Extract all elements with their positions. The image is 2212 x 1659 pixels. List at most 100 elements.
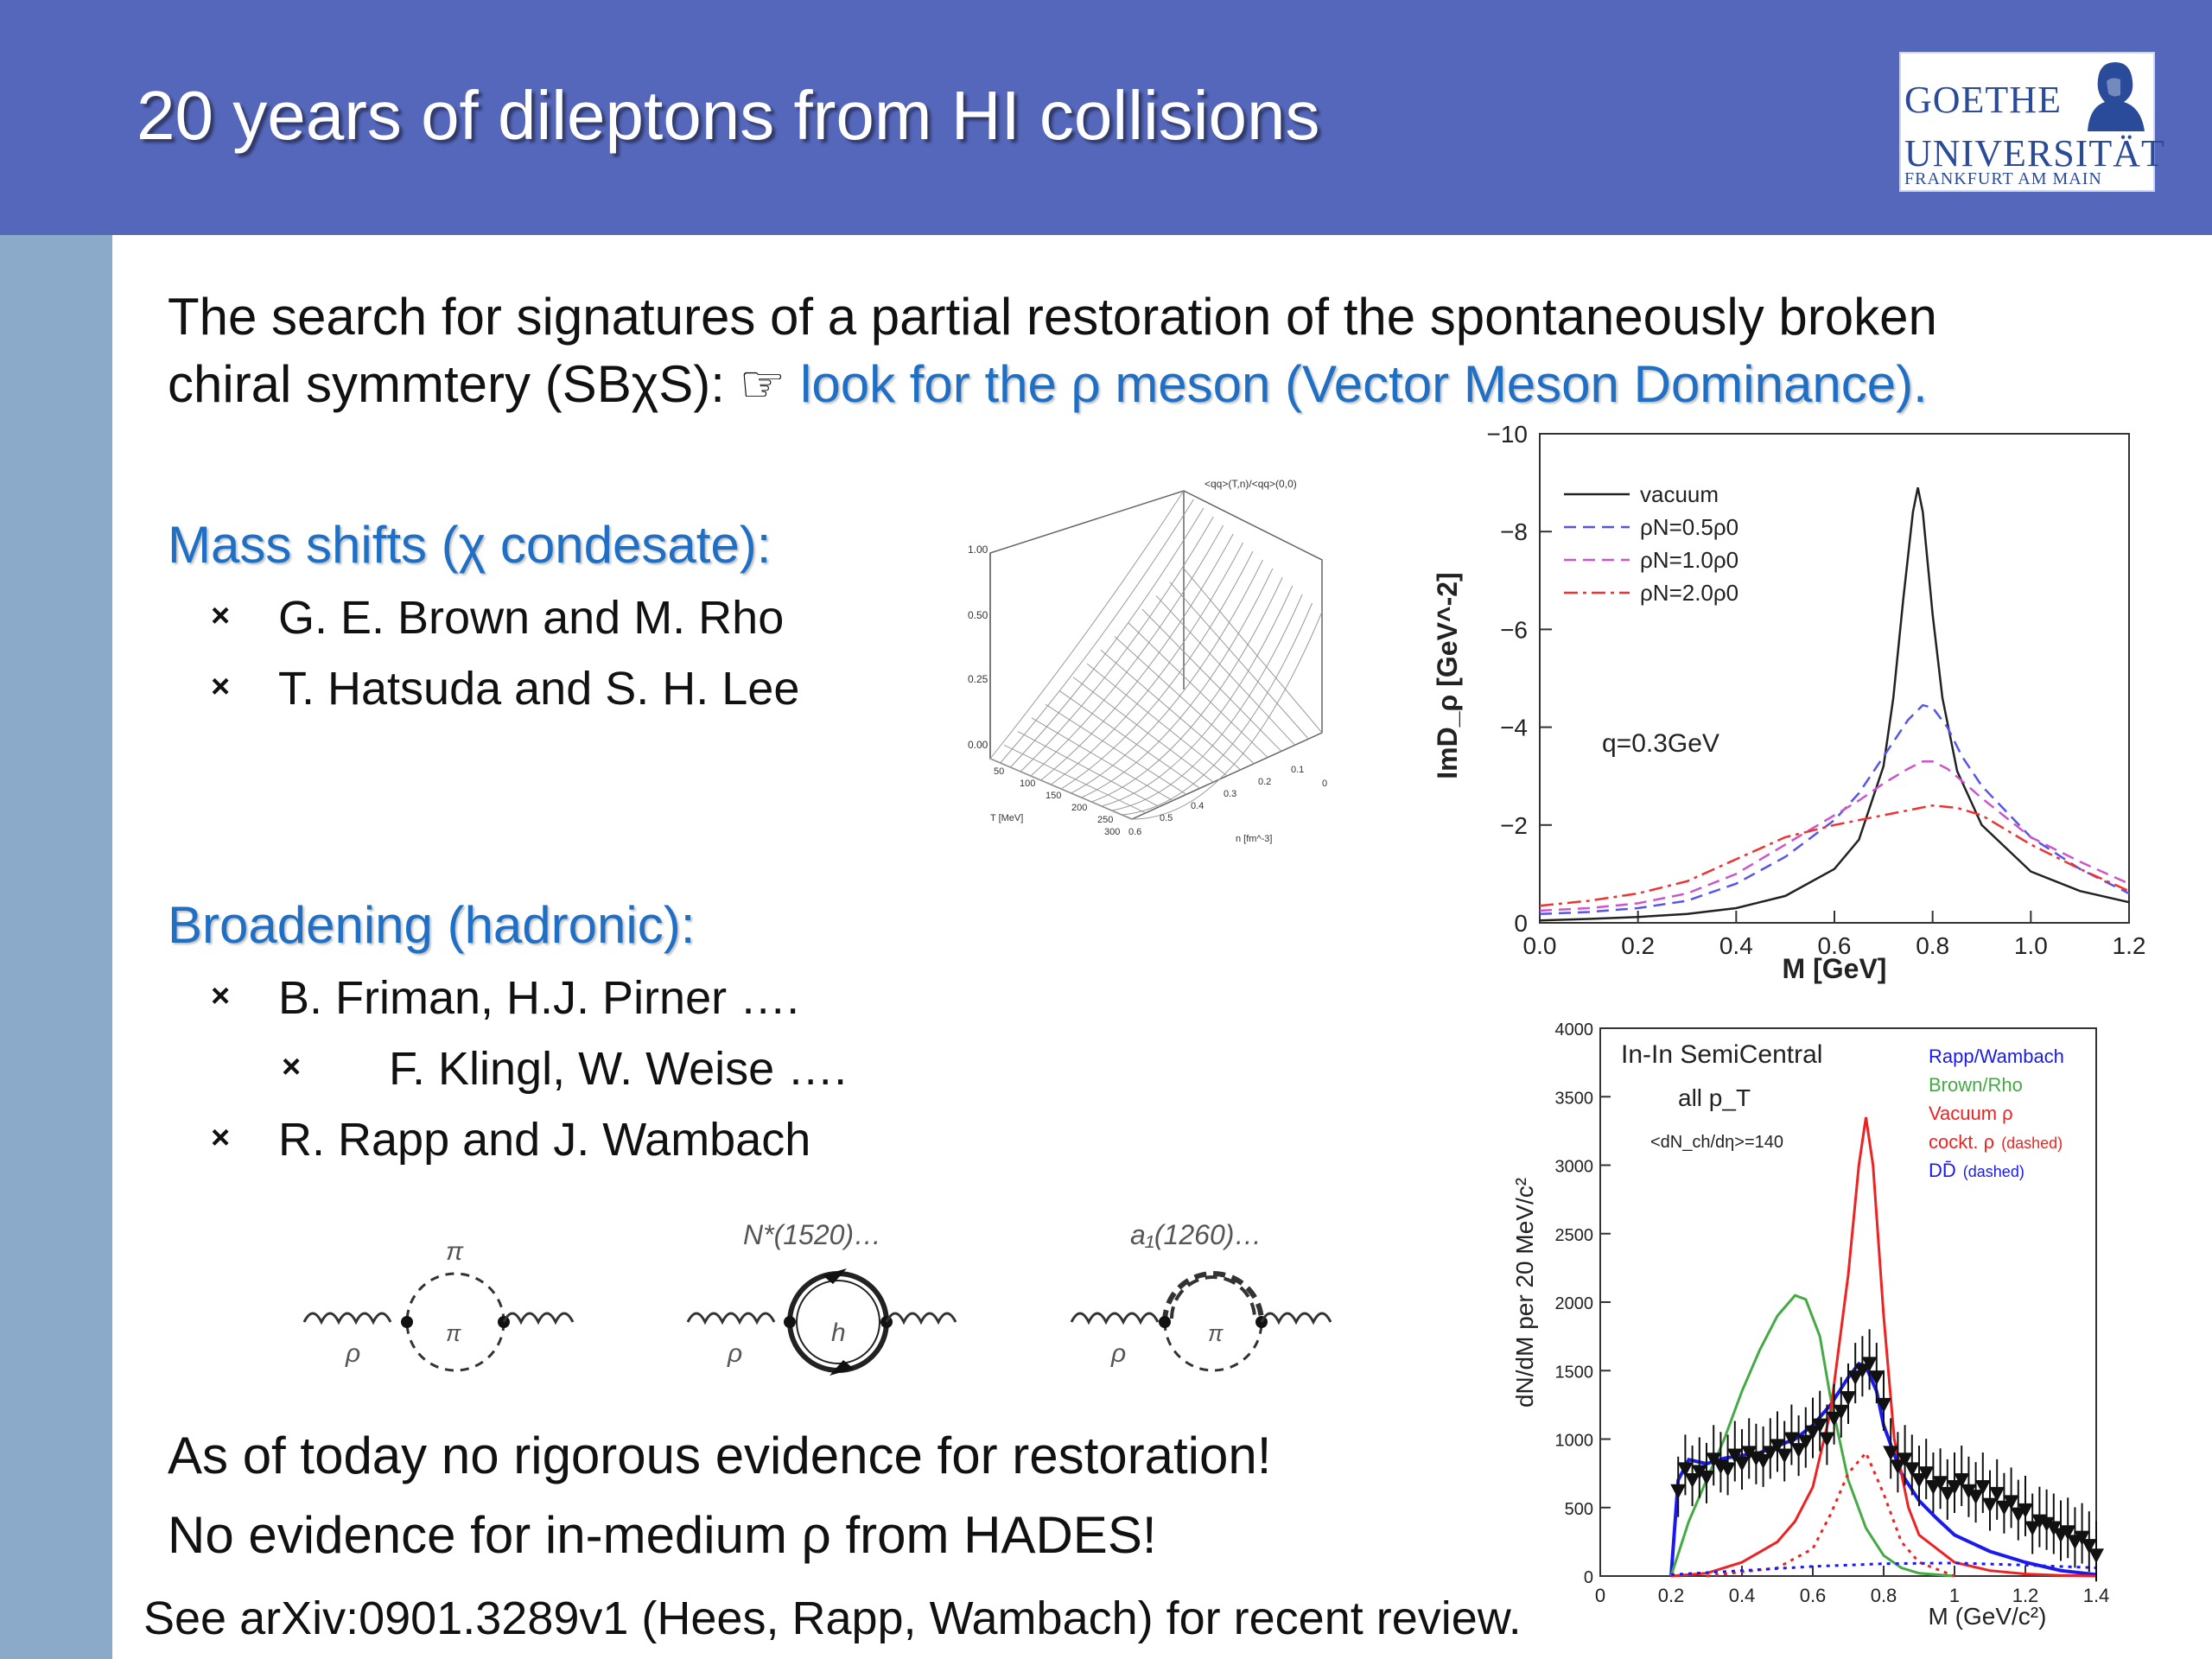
series-line [1670,1561,2097,1576]
data-point [2074,1530,2090,1546]
logo-line-3: FRANKFURT AM MAIN [1904,169,2102,188]
n-star-label: N*(1520)… [743,1219,881,1250]
y-tick-label: 2500 [1555,1226,1594,1245]
series-line [1706,1450,1955,1578]
bullet-icon: × [211,669,231,705]
imd-rho-chart: 0.0 0.2 0.4 0.6 0.8 1.0 1.2 0 −2 −4 −6 −8 −10 vacuum… [1432,421,2145,984]
data-point [1947,1479,1962,1495]
y-axis-label: dN/dM per 20 MeV/c² [1511,1178,1538,1408]
conclusion-1: As of today no rigorous evidence for res… [168,1427,1272,1484]
y-tick-label: 3000 [1555,1158,1594,1177]
data-point [1854,1363,1871,1379]
data-point [1691,1465,1707,1480]
logo-line-1: GOETHE [1904,79,2062,121]
n-axis-label: n [fm^-3] [1236,834,1272,844]
y-tick-label: −10 [1487,421,1529,448]
gluon-line [885,1312,957,1325]
x-tick-label: 0.8 [1871,1585,1897,1606]
y-tick-label: 3500 [1555,1089,1594,1108]
z-tick: 0.00 [968,739,988,751]
intro-highlight: look for the ρ meson (Vector Meson Domin… [800,355,1928,413]
data-point [1897,1452,1913,1468]
data-point [1684,1473,1700,1489]
n-tick: 0 [1322,779,1327,789]
t-tick: 200 [1071,803,1087,813]
intro-line-2: chiral symmtery (SBχS): ☞ look for the ρ… [168,354,1928,415]
broadening-heading: Broadening (hadronic): [168,896,696,954]
data-point [1939,1486,1955,1502]
legend-suffix: (dashed) [2001,1135,2063,1152]
y-tick-label: 1500 [1555,1363,1594,1382]
gluon-line [302,1312,392,1325]
annotation-system: In-In SemiCentral [1621,1040,1822,1069]
y-tick-label: −6 [1500,616,1528,643]
conclusion-2: No evidence for in-medium ρ from HADES! [168,1506,1157,1564]
x-tick-label: 1 [1949,1585,1960,1606]
broadening-item-2: F. Klingl, W. Weise …. [389,1043,848,1095]
t-tick: 300 [1104,827,1120,837]
data-point [2003,1495,2019,1510]
y-tick-label: −8 [1500,518,1528,545]
data-point [2018,1503,2033,1518]
x-tick-label: 0.2 [1658,1585,1685,1606]
goethe-portrait-icon [2088,62,2145,131]
data-point [1847,1370,1864,1386]
x-tick-label: 0.8 [1916,932,1949,959]
rho-label: ρ [727,1339,742,1368]
legend-label: Rapp/Wambach [1929,1046,2064,1067]
t-axis-label: T [MeV] [990,813,1023,823]
data-point [1797,1434,1814,1450]
legend-label: ρN=2.0ρ0 [1640,580,1738,606]
annotation-multiplicity: <dN_ch/dη>=140 [1650,1133,1783,1152]
data-point [1741,1446,1758,1461]
data-point [1670,1484,1687,1499]
y-tick-label: 0 [1584,1568,1593,1587]
legend-label: Vacuum ρ [1929,1103,2013,1124]
legend-label: ρN=1.0ρ0 [1640,547,1738,573]
intro-line-2-prefix: chiral symmtery (SBχS): ☞ [168,355,786,413]
data-point [1755,1453,1771,1469]
data-point [1918,1466,1935,1482]
y-tick-label: −4 [1500,715,1528,741]
data-point [1954,1473,1970,1489]
n-tick: 0.6 [1128,827,1141,837]
logo-line-2: UNIVERSITÄT [1904,132,2165,175]
n-tick: 0.1 [1291,765,1304,775]
n-tick: 0.5 [1160,813,1173,823]
bullet-icon: × [282,1049,302,1085]
data-point [1932,1476,1948,1491]
legend-label: Brown/Rho [1929,1074,2023,1096]
x-tick-label: 1.2 [2012,1585,2039,1606]
broadening-item-3: R. Rapp and J. Wambach [278,1114,811,1166]
data-point [1883,1446,1899,1461]
data-point [1911,1473,1927,1489]
pi-label: π [446,1320,461,1346]
z-tick: 0.50 [968,609,988,621]
data-point [1726,1448,1743,1464]
data-point [1812,1418,1828,1433]
data-point [1826,1411,1842,1427]
gluon-line [686,1312,776,1325]
mass-shifts-heading: Mass shifts (χ condesate): [168,516,772,574]
pi-label: π [1208,1320,1224,1346]
baryon-loop-diagram: N*(1520)… h ρ [686,1219,957,1376]
n-tick: 0.2 [1258,777,1271,787]
x-tick-label: 1.4 [2083,1585,2110,1606]
plot-frame [1539,433,2130,924]
rho-label: ρ [345,1339,360,1368]
data-point [1734,1457,1750,1472]
annotation-pt: all p_T [1678,1084,1751,1111]
mass-shifts-item-1: G. E. Brown and M. Rho [278,592,785,644]
series-line [1670,1116,2097,1578]
data-point [1904,1462,1920,1478]
x-tick-label: 0.2 [1621,932,1655,959]
data-point [1868,1370,1885,1386]
data-point [1989,1486,2005,1502]
t-tick: 50 [994,766,1004,777]
a1-label: a₁(1260)… [1130,1219,1262,1250]
data-point [1890,1459,1906,1475]
y-tick-label: 0 [1514,910,1528,937]
data-point [2060,1525,2076,1541]
bullet-icon: × [211,598,231,634]
x-tick-label: 0.6 [1818,932,1852,959]
